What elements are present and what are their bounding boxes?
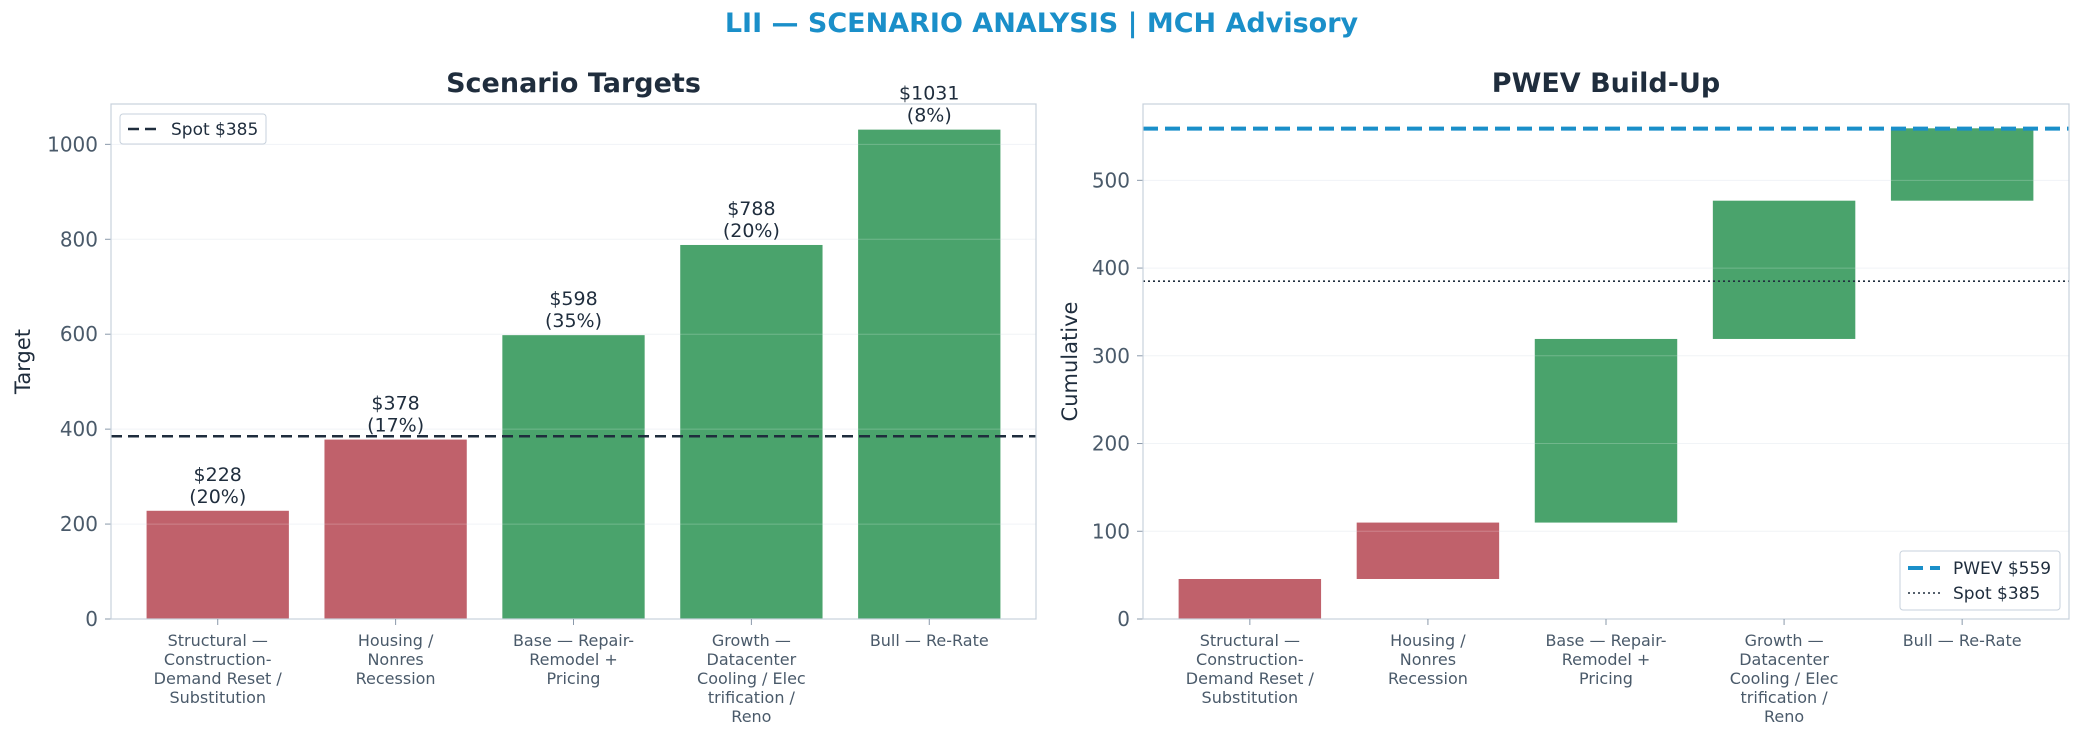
x-category-label: Nonres [1400,650,1456,669]
x-category-label: Demand Reset / [154,669,283,688]
legend: PWEV $559 Spot $385 [1899,550,2061,611]
x-category-label: Remodel + [1562,650,1651,669]
bar-value-label: $378 [371,393,419,415]
bar-value-label: $598 [549,288,597,310]
x-category-label: Pricing [1579,669,1633,688]
x-category-label: Substitution [1202,688,1299,707]
x-category-label: Construction- [1196,650,1304,669]
bar-probability-label: (35%) [545,310,602,332]
x-category-label: Datacenter [1739,650,1829,669]
bar-1 [146,510,289,619]
bar-probability-label: (17%) [367,415,424,437]
legend-box [1899,550,2061,611]
x-category-label: Bull — Re-Rate [870,631,989,650]
bar-probability-label: (8%) [907,105,952,127]
y-tick-label: 500 [1092,168,1130,192]
x-category-label: Growth — [712,631,791,650]
x-category-label: trification / [708,688,796,707]
bar-probability-label: (20%) [723,220,780,242]
y-tick-label: 600 [60,322,98,346]
y-tick-label: 200 [1092,432,1130,456]
bar-2 [1356,522,1500,579]
x-category-label: Nonres [367,650,423,669]
bar-probability-label: (20%) [189,486,246,508]
x-category-label: Bull — Re-Rate [1903,631,2022,650]
x-category-label: Demand Reset / [1186,669,1315,688]
x-category-label: Reno [731,707,771,726]
x-category-label: Cooling / Elec [697,669,806,688]
panel-title: PWEV Build-Up [1492,68,1720,99]
legend-box [119,113,267,145]
x-category-label: Substitution [169,688,266,707]
bar-4 [680,244,823,619]
bar-value-label: $788 [727,198,775,220]
legend-entry-spot: Spot $385 [1953,584,2040,604]
x-category-label: Pricing [547,669,601,688]
x-category-label: Housing / [358,631,434,650]
bar-value-label: $1031 [899,83,959,105]
x-category-label: Recession [356,669,436,688]
y-axis-label: Target [11,329,35,395]
x-category-label: Structural — [1200,631,1300,650]
bar-2 [324,439,467,619]
y-tick-label: 100 [1092,519,1130,543]
x-category-label: Remodel + [529,650,618,669]
x-category-label: Structural — [168,631,268,650]
y-tick-label: 400 [60,417,98,441]
y-tick-label: 300 [1092,344,1130,368]
y-tick-label: 0 [1117,607,1130,631]
legend: Spot $385 [119,113,267,145]
bar-5 [858,129,1001,619]
x-category-label: Growth — [1745,631,1824,650]
bar-4 [1712,200,1856,339]
x-category-label: Housing / [1390,631,1466,650]
y-tick-label: 1000 [47,132,98,156]
x-category-label: trification / [1741,688,1829,707]
bar-5 [1890,128,2034,201]
x-category-label: Base — Repair- [1545,631,1666,650]
x-category-label: Base — Repair- [513,631,634,650]
pwev-buildup-panel: 0 100 200 300 400 500 Structural —Construction… [1058,68,2070,726]
y-tick-label: 800 [60,227,98,251]
x-category-label: Datacenter [707,650,797,669]
x-category-label: Recession [1388,669,1468,688]
x-category-label: Reno [1764,707,1804,726]
y-tick-label: 0 [85,607,98,631]
bar-3 [1534,338,1678,523]
y-tick-label: 200 [60,512,98,536]
x-category-label: Construction- [164,650,272,669]
y-tick-label: 400 [1092,256,1130,280]
scenario-targets-panel: 02004006008001000$228(20%)$378(17%)$598(… [11,68,1037,726]
figure-title: LII — SCENARIO ANALYSIS | MCH Advisory [724,8,1359,39]
legend-entry-spot: Spot $385 [171,120,258,140]
legend-entry-pwev: PWEV $559 [1953,559,2051,579]
x-category-label: Cooling / Elec [1730,669,1839,688]
y-axis-label: Cumulative [1058,302,1082,422]
bar-3 [502,335,645,619]
bar-1 [1178,578,1322,619]
bar-value-label: $228 [194,464,242,486]
panel-title: Scenario Targets [446,68,701,99]
